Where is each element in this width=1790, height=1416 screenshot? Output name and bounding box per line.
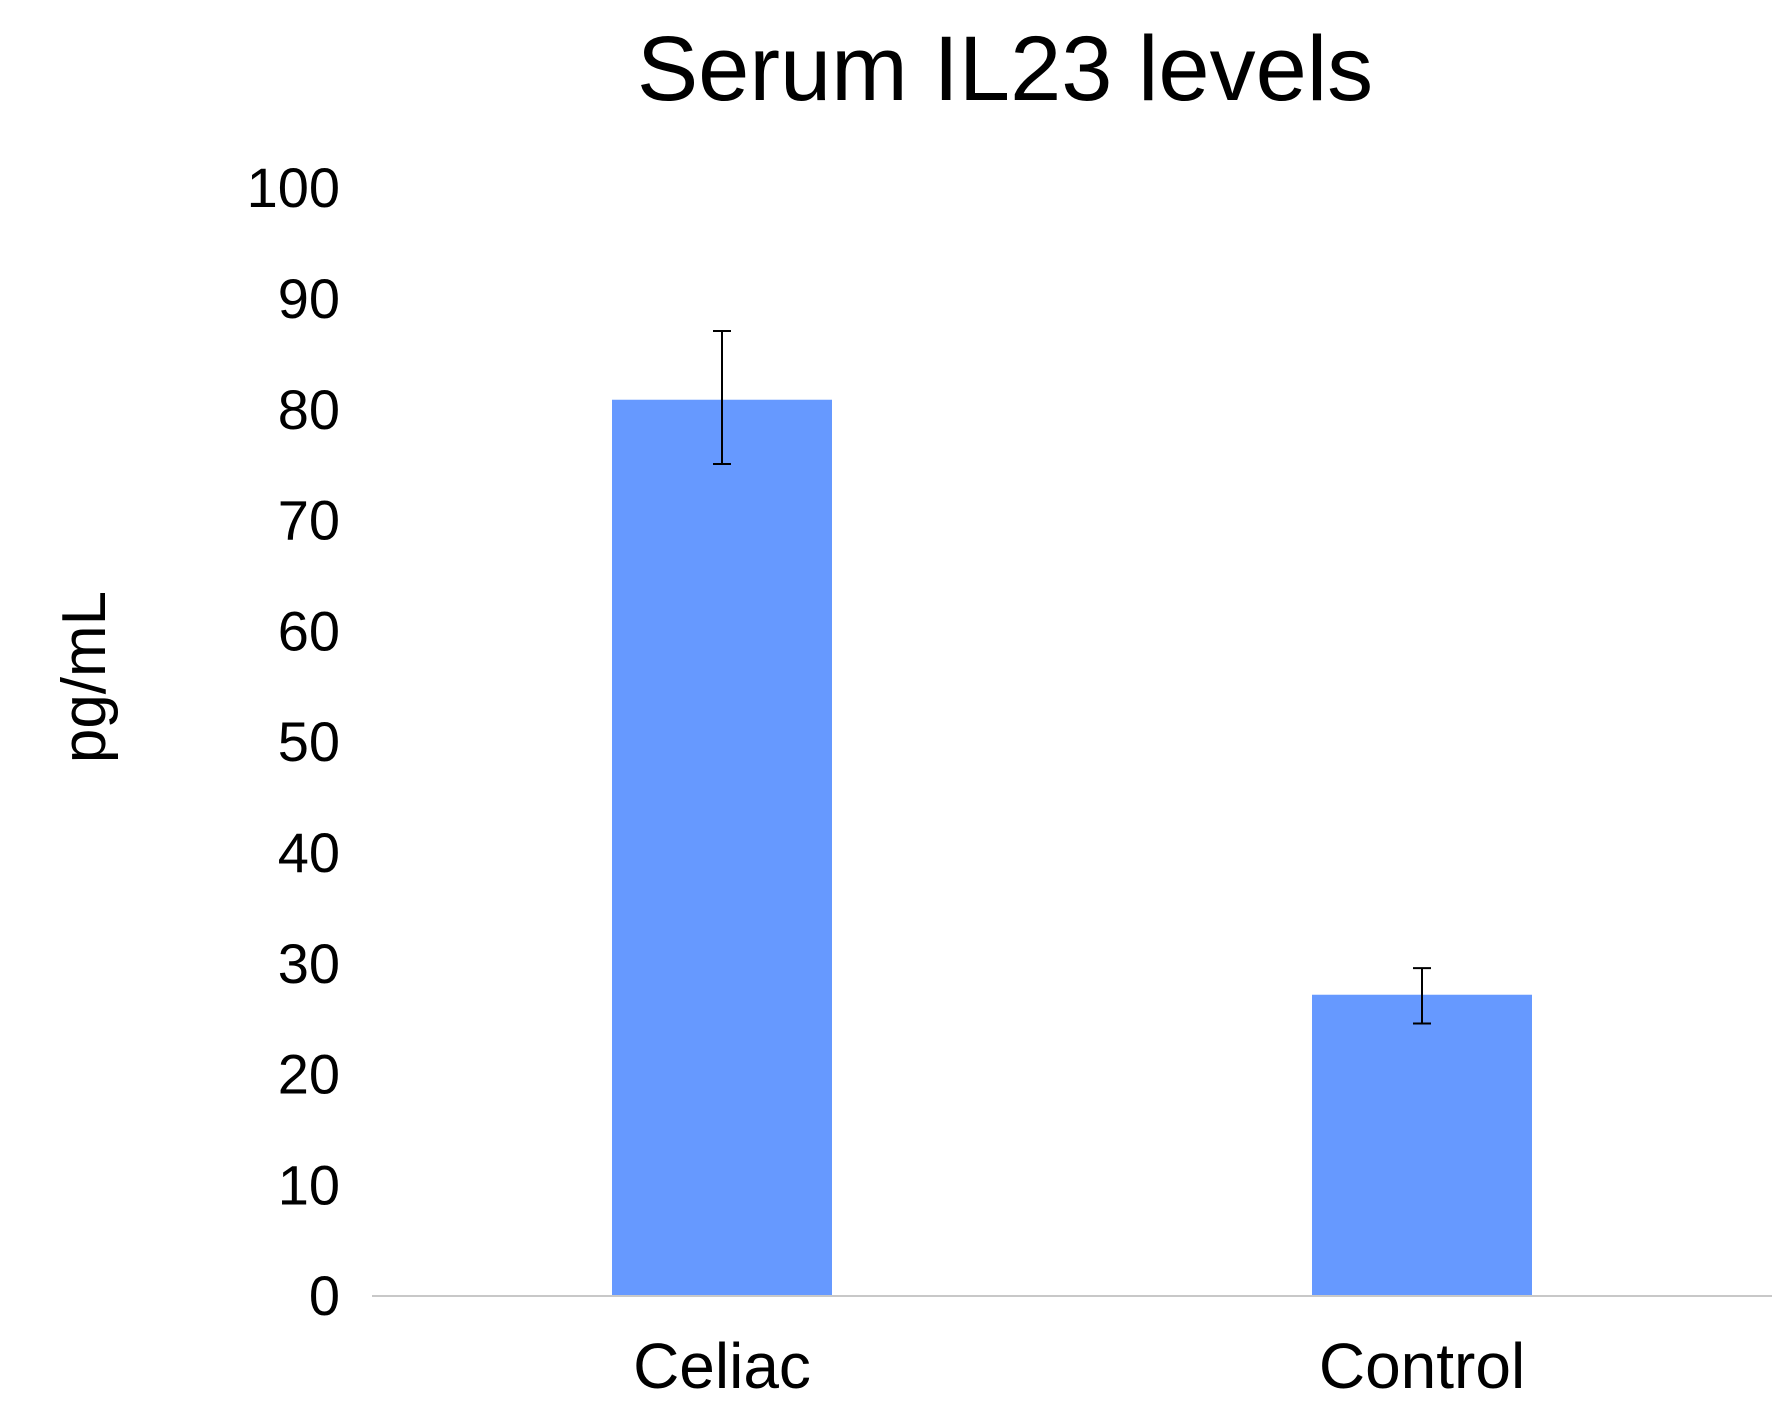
y-tick-label: 50	[278, 710, 340, 773]
y-tick-label: 0	[309, 1264, 340, 1327]
chart-title: Serum IL23 levels	[637, 18, 1373, 120]
bar-celiac	[612, 399, 832, 1296]
y-tick-label: 10	[278, 1153, 340, 1216]
bars	[612, 399, 1532, 1296]
x-tick-label-celiac: Celiac	[633, 1330, 811, 1402]
y-tick-label: 80	[278, 378, 340, 441]
y-tick-label: 100	[247, 156, 340, 219]
y-tick-label: 70	[278, 489, 340, 552]
bar-control	[1312, 994, 1532, 1295]
error-bars	[713, 330, 1431, 1025]
x-tick-label-control: Control	[1319, 1330, 1525, 1402]
y-tick-label: 40	[278, 821, 340, 884]
x-axis-ticks: Celiac Control	[633, 1330, 1525, 1402]
y-axis-title: pg/mL	[50, 591, 119, 763]
y-tick-label: 90	[278, 267, 340, 330]
error-bar-celiac	[713, 330, 731, 465]
y-tick-label: 20	[278, 1043, 340, 1106]
y-axis-ticks: 0 10 20 30 40 50 60 70 80 90 100	[247, 156, 340, 1327]
y-tick-label: 30	[278, 932, 340, 995]
y-tick-label: 60	[278, 599, 340, 662]
error-bar-control	[1413, 967, 1431, 1025]
